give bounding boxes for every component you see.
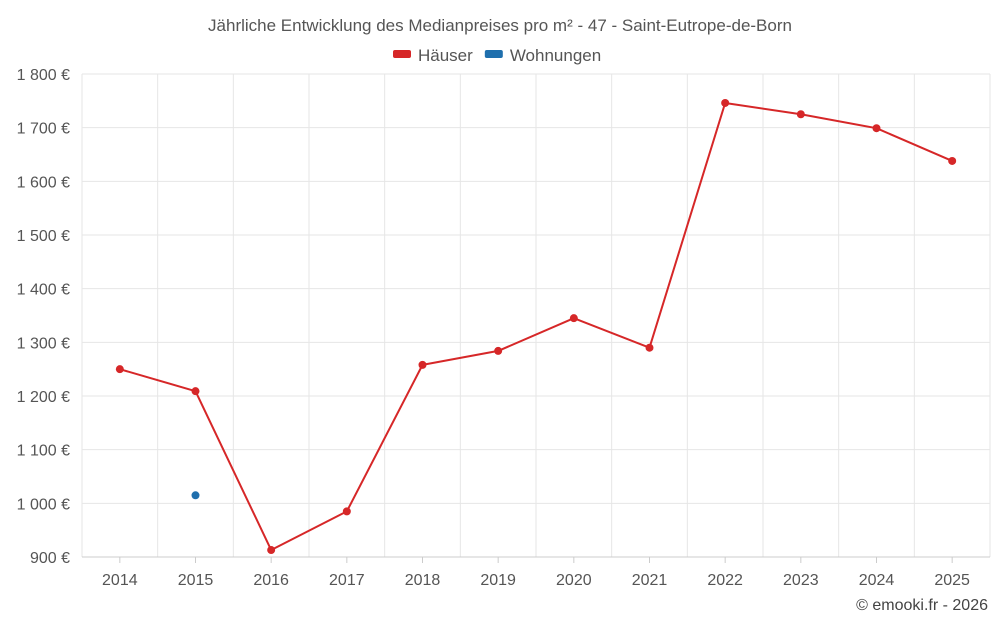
data-point [267,546,276,555]
y-tick-label: 1 700 € [17,121,70,138]
legend-swatch [393,50,411,58]
x-tick-label: 2021 [632,572,668,589]
x-tick-label: 2019 [480,572,516,589]
y-tick-label: 1 000 € [17,496,70,513]
data-point [796,110,805,119]
x-tick-label: 2017 [329,572,365,589]
y-tick-label: 1 300 € [17,335,70,352]
data-point [721,98,730,107]
x-tick-label: 2020 [556,572,592,589]
x-tick-label: 2022 [707,572,743,589]
y-tick-label: 1 500 € [17,228,70,245]
x-tick-label: 2016 [253,572,289,589]
credit-text: © emooki.fr - 2026 [856,597,988,614]
legend-swatch [484,50,503,58]
series-line-0 [119,101,953,552]
x-tick-label: 2023 [783,572,819,589]
x-tick-label: 2018 [405,572,441,589]
data-point [342,507,351,516]
data-point [115,365,124,374]
y-tick-label: 1 600 € [17,174,70,191]
data-point [494,346,503,355]
x-tick-label: 2015 [178,572,214,589]
data-point [418,360,427,369]
data-point [948,156,957,165]
data-point [645,343,654,352]
data-point [872,124,881,133]
legend-label: Wohnungen [510,46,601,65]
data-point [191,491,200,500]
y-tick-label: 1 400 € [17,282,70,299]
y-tick-label: 1 200 € [17,389,70,406]
data-point [191,387,200,396]
legend-label: Häuser [418,46,473,65]
grid [81,73,991,558]
x-tick-label: 2024 [859,572,895,589]
data-point [569,314,578,323]
axes: 900 € 1 000 € 1 100 € 1 200 € 1 300 € 1 400 €… [17,67,990,589]
chart-title: Jährliche Entwicklung des Medianpreises … [208,16,792,35]
y-tick-label: 900 € [30,550,70,567]
legend: Häuser Wohnungen [393,46,601,65]
series [115,98,957,555]
y-tick-label: 1 100 € [17,443,70,460]
x-tick-label: 2025 [934,572,970,589]
y-tick-label: 1 800 € [17,67,70,84]
x-tick-label: 2014 [102,572,138,589]
